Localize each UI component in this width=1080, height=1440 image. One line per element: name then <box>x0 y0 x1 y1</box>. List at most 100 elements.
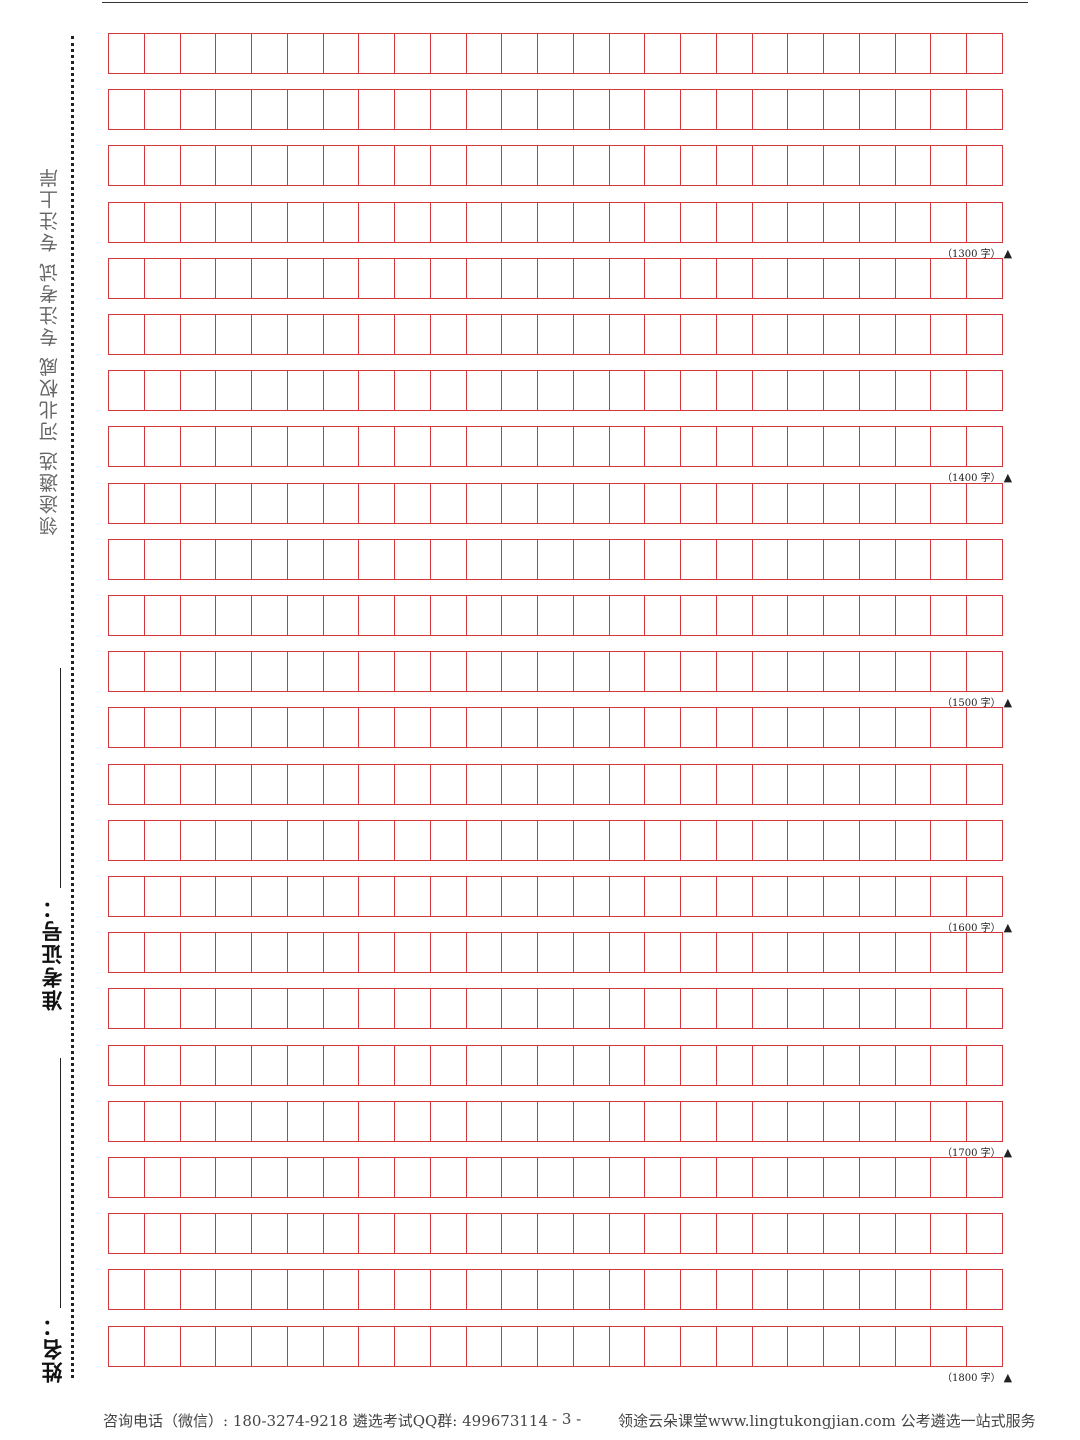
grid-cell[interactable] <box>751 370 789 412</box>
grid-cell[interactable] <box>215 988 252 1030</box>
grid-cell[interactable] <box>787 201 824 243</box>
grid-cell[interactable] <box>787 370 824 412</box>
grid-cell[interactable] <box>644 426 681 468</box>
grid-cell[interactable] <box>572 145 610 187</box>
grid-cell[interactable] <box>358 370 395 412</box>
grid-cell[interactable] <box>501 763 538 805</box>
grid-cell[interactable] <box>322 707 360 749</box>
grid-cell[interactable] <box>894 1269 932 1311</box>
grid-cell[interactable] <box>286 1044 324 1086</box>
grid-cell[interactable] <box>966 651 1003 693</box>
grid-cell[interactable] <box>465 145 503 187</box>
grid-cell[interactable] <box>179 145 217 187</box>
grid-cell[interactable] <box>501 482 538 524</box>
grid-cell[interactable] <box>966 426 1003 468</box>
grid-cell[interactable] <box>751 89 789 131</box>
grid-cell[interactable] <box>608 988 646 1030</box>
grid-cell[interactable] <box>715 257 753 299</box>
grid-cell[interactable] <box>322 33 360 74</box>
grid-cell[interactable] <box>715 1157 753 1198</box>
grid-cell[interactable] <box>680 33 717 74</box>
grid-cell[interactable] <box>179 1157 217 1198</box>
grid-cell[interactable] <box>286 201 324 243</box>
grid-cell[interactable] <box>179 426 217 468</box>
grid-cell[interactable] <box>680 932 717 974</box>
grid-cell[interactable] <box>715 1100 753 1142</box>
grid-cell[interactable] <box>966 876 1003 917</box>
grid-cell[interactable] <box>501 932 538 974</box>
grid-cell[interactable] <box>251 314 288 355</box>
grid-cell[interactable] <box>608 538 646 580</box>
grid-cell[interactable] <box>108 482 145 524</box>
grid-cell[interactable] <box>751 763 789 805</box>
grid-cell[interactable] <box>894 1100 932 1142</box>
grid-cell[interactable] <box>966 1325 1003 1367</box>
grid-cell[interactable] <box>179 595 217 636</box>
grid-cell[interactable] <box>251 1044 288 1086</box>
grid-cell[interactable] <box>787 1157 824 1198</box>
grid-cell[interactable] <box>894 595 932 636</box>
grid-cell[interactable] <box>358 426 395 468</box>
grid-cell[interactable] <box>501 145 538 187</box>
grid-cell[interactable] <box>465 538 503 580</box>
grid-cell[interactable] <box>501 1325 538 1367</box>
grid-cell[interactable] <box>608 1213 646 1255</box>
grid-cell[interactable] <box>751 1044 789 1086</box>
grid-cell[interactable] <box>394 314 431 355</box>
grid-cell[interactable] <box>930 651 967 693</box>
grid-cell[interactable] <box>608 651 646 693</box>
grid-cell[interactable] <box>251 1325 288 1367</box>
grid-cell[interactable] <box>322 1325 360 1367</box>
grid-cell[interactable] <box>251 1100 288 1142</box>
grid-cell[interactable] <box>644 819 681 861</box>
grid-cell[interactable] <box>644 89 681 131</box>
grid-cell[interactable] <box>501 595 538 636</box>
grid-cell[interactable] <box>251 482 288 524</box>
grid-cell[interactable] <box>572 482 610 524</box>
grid-cell[interactable] <box>215 538 252 580</box>
grid-cell[interactable] <box>787 426 824 468</box>
grid-cell[interactable] <box>251 370 288 412</box>
grid-cell[interactable] <box>215 314 252 355</box>
grid-cell[interactable] <box>715 1325 753 1367</box>
grid-cell[interactable] <box>930 1213 967 1255</box>
grid-cell[interactable] <box>429 426 467 468</box>
grid-cell[interactable] <box>966 1044 1003 1086</box>
grid-cell[interactable] <box>787 538 824 580</box>
grid-cell[interactable] <box>501 651 538 693</box>
grid-cell[interactable] <box>966 257 1003 299</box>
grid-cell[interactable] <box>680 1044 717 1086</box>
grid-cell[interactable] <box>715 426 753 468</box>
grid-cell[interactable] <box>644 314 681 355</box>
grid-cell[interactable] <box>465 370 503 412</box>
grid-cell[interactable] <box>465 595 503 636</box>
grid-cell[interactable] <box>215 257 252 299</box>
grid-cell[interactable] <box>108 33 145 74</box>
grid-cell[interactable] <box>501 707 538 749</box>
grid-cell[interactable] <box>429 538 467 580</box>
grid-cell[interactable] <box>537 426 574 468</box>
grid-cell[interactable] <box>501 538 538 580</box>
grid-cell[interactable] <box>108 1157 145 1198</box>
grid-cell[interactable] <box>501 89 538 131</box>
grid-cell[interactable] <box>644 257 681 299</box>
grid-cell[interactable] <box>465 707 503 749</box>
grid-cell[interactable] <box>215 707 252 749</box>
grid-cell[interactable] <box>286 482 324 524</box>
grid-cell[interactable] <box>286 89 324 131</box>
grid-cell[interactable] <box>394 89 431 131</box>
grid-cell[interactable] <box>429 201 467 243</box>
grid-cell[interactable] <box>179 1269 217 1311</box>
grid-cell[interactable] <box>358 89 395 131</box>
grid-cell[interactable] <box>143 595 181 636</box>
grid-cell[interactable] <box>358 595 395 636</box>
grid-cell[interactable] <box>394 1100 431 1142</box>
grid-cell[interactable] <box>608 89 646 131</box>
grid-cell[interactable] <box>715 819 753 861</box>
grid-cell[interactable] <box>751 33 789 74</box>
grid-cell[interactable] <box>537 707 574 749</box>
grid-cell[interactable] <box>823 33 860 74</box>
grid-cell[interactable] <box>787 763 824 805</box>
grid-cell[interactable] <box>858 257 896 299</box>
grid-cell[interactable] <box>179 257 217 299</box>
